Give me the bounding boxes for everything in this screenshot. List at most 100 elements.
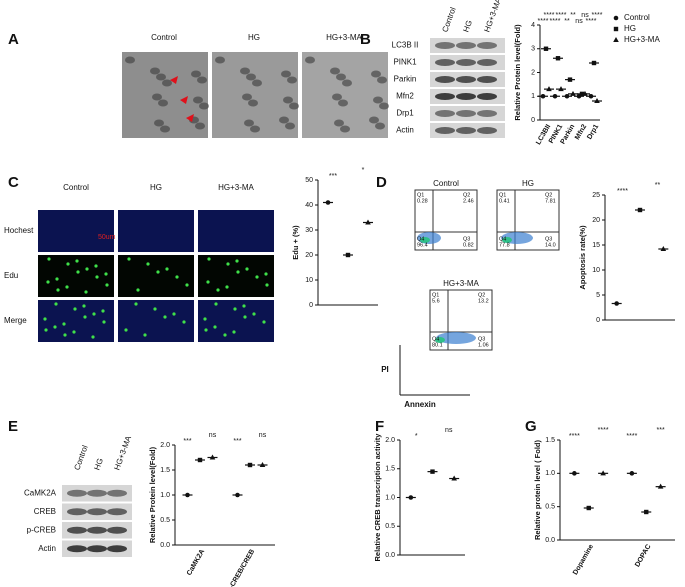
micrograph: [38, 210, 114, 252]
edu-cell: [223, 333, 227, 337]
band: [456, 42, 476, 49]
organelle: [199, 102, 209, 110]
lane-label: Control: [72, 444, 89, 472]
significance: *: [362, 167, 365, 174]
edu-cell: [46, 280, 50, 284]
row-label: Edu: [4, 271, 18, 280]
y-axis-label: Relative Protein level(Fold): [513, 24, 522, 121]
quadrant-name: Q4: [432, 336, 439, 342]
organelle: [193, 96, 203, 104]
y-axis-label: Relative protein level ( Fold): [533, 439, 542, 540]
y-axis-label: Apoptosis rate(%): [578, 225, 587, 290]
y-tick-label: 2.0: [385, 437, 395, 444]
edu-cell: [105, 283, 109, 287]
column-label: Control: [151, 33, 177, 42]
lane-label: HG+3-MA: [482, 0, 503, 33]
organelle: [150, 67, 160, 75]
arrow: [186, 114, 194, 122]
edu-cell: [102, 320, 106, 324]
significance: ns: [581, 12, 589, 19]
significance: ****: [544, 12, 555, 19]
edu-cell: [44, 328, 48, 332]
edu-cell: [252, 312, 256, 316]
edu-cell: [156, 270, 160, 274]
band: [456, 93, 476, 100]
quadrant-value: 0.28: [417, 198, 428, 204]
band: [435, 127, 455, 134]
band: [477, 42, 497, 49]
organelle: [283, 96, 293, 104]
quadrant-name: Q1: [432, 292, 439, 298]
legend-label: HG+3-MA: [624, 35, 660, 44]
marker: [235, 492, 240, 498]
quadrant-name: Q2: [478, 292, 485, 298]
x-tick-label: CaMK2A: [186, 548, 206, 576]
axis-arrows: [399, 345, 470, 396]
micrograph: [198, 300, 274, 342]
marker: [567, 77, 573, 82]
organelle: [336, 73, 346, 81]
organelle: [191, 70, 201, 78]
micrograph: [198, 210, 274, 252]
significance: ***: [183, 438, 191, 445]
legend-label: Control: [624, 13, 650, 22]
organelle: [215, 56, 225, 64]
x-tick-label: p-CREB/CREB: [226, 548, 256, 587]
panel-label: B: [360, 31, 371, 48]
edu-cell: [47, 257, 51, 261]
marker: [613, 15, 619, 21]
edu-cell: [72, 330, 76, 334]
edu-cell: [101, 309, 105, 313]
edu-cell: [243, 315, 247, 319]
edu-cell: [175, 275, 179, 279]
significance: ****: [550, 18, 561, 25]
organelle: [279, 116, 289, 124]
organelle: [287, 76, 297, 84]
marker: [644, 509, 649, 515]
organelle: [281, 70, 291, 78]
band-label: LC3B II: [392, 41, 419, 50]
band: [456, 59, 476, 66]
y-tick-label: 0.5: [160, 517, 170, 524]
edu-cell: [245, 267, 249, 271]
band: [67, 545, 87, 553]
significance: ***: [657, 427, 665, 434]
x-tick-label: Mfn2: [574, 123, 588, 141]
band: [456, 76, 476, 83]
edu-cell: [65, 285, 69, 289]
y-tick-label: 1.5: [160, 467, 170, 474]
quadrant-name: Q4: [417, 236, 424, 242]
edu-cell: [84, 290, 88, 294]
band-label: Mfn2: [396, 92, 414, 101]
cell-core: [420, 237, 430, 243]
em-image: [302, 52, 388, 138]
organelle: [248, 99, 258, 107]
edu-cell: [182, 320, 186, 324]
organelle: [156, 73, 166, 81]
marker: [613, 37, 619, 42]
quadrant-value: 7.81: [545, 198, 556, 204]
marker: [570, 90, 576, 96]
band-label: p-CREB: [27, 525, 56, 534]
significance: ns: [575, 18, 583, 25]
band: [87, 526, 107, 534]
y-tick-label: 4: [531, 22, 535, 29]
marker: [259, 462, 266, 467]
column-label: HG+3-MA: [218, 183, 254, 192]
marker: [209, 454, 216, 460]
organelle: [371, 70, 381, 78]
edu-cell: [83, 315, 87, 319]
edu-cell: [95, 275, 99, 279]
band: [477, 93, 497, 100]
band: [107, 489, 127, 497]
significance: ****: [626, 433, 637, 440]
organelle: [289, 102, 299, 110]
plot-title: Control: [433, 179, 459, 188]
micrograph: [118, 300, 194, 342]
row-label: Merge: [4, 316, 27, 325]
marker: [552, 93, 558, 99]
y-tick-label: 0.5: [545, 504, 555, 511]
marker: [613, 26, 619, 32]
y-tick-label: 15: [592, 242, 600, 249]
organelle: [334, 119, 344, 127]
